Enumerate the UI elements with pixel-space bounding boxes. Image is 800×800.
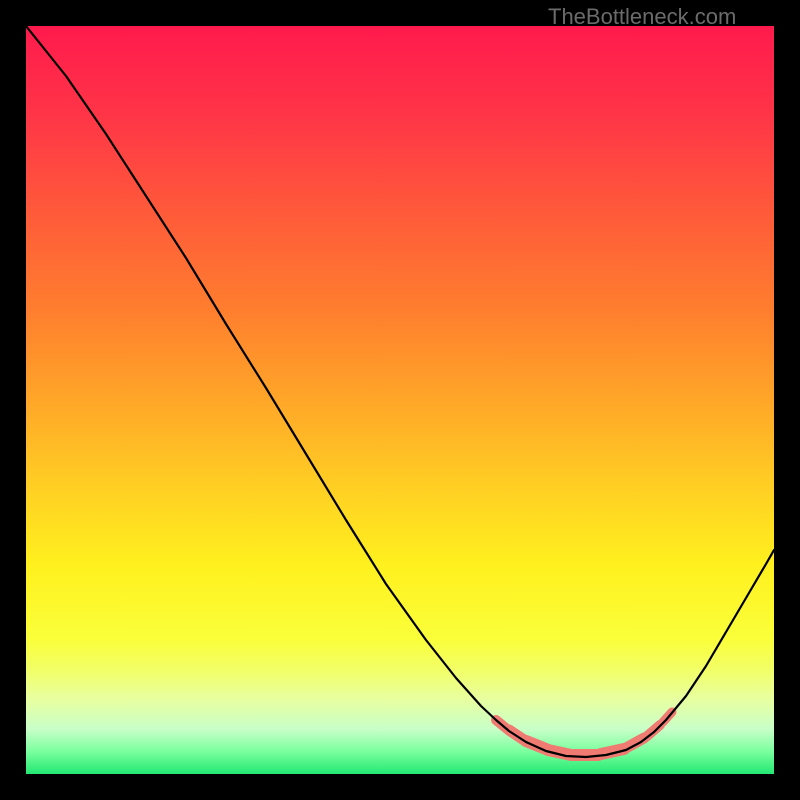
marker-group bbox=[496, 712, 672, 755]
plot-area bbox=[26, 26, 774, 774]
chart-svg bbox=[26, 26, 774, 774]
bottleneck-curve bbox=[26, 26, 774, 757]
watermark-text: TheBottleneck.com bbox=[548, 4, 736, 30]
